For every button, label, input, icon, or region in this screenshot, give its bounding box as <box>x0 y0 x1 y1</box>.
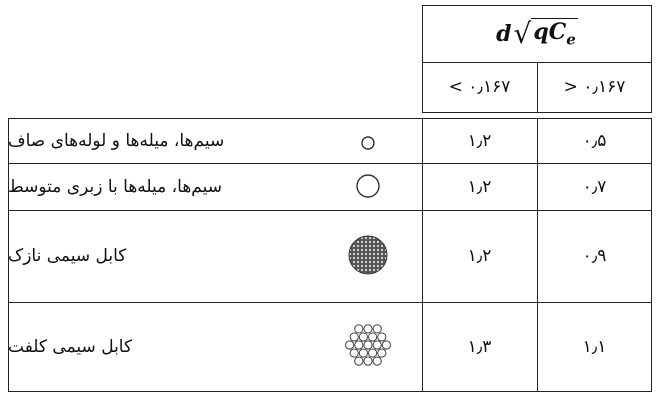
column-header: < ۰٫۱۶۷ <box>448 77 511 97</box>
strand <box>363 340 373 350</box>
strand <box>358 332 368 342</box>
row-divider <box>8 210 652 211</box>
formula: d √ qCe <box>422 5 652 62</box>
strand <box>349 348 359 358</box>
formula-d: d <box>496 20 512 47</box>
strand <box>372 356 382 366</box>
smooth-wire-icon <box>361 136 375 150</box>
fine-cable-icon <box>348 235 388 275</box>
row-divider <box>8 302 652 303</box>
strand <box>363 324 373 334</box>
row-label: کابل سیمی کلفت <box>8 337 133 357</box>
strand <box>368 348 378 358</box>
formula-radicand: qC <box>533 19 567 46</box>
strand <box>358 348 368 358</box>
column-divider <box>422 118 423 392</box>
value-cell: ۱٫۲ <box>467 246 492 266</box>
value-cell: ۱٫۳ <box>467 337 492 357</box>
column-divider <box>537 118 538 392</box>
formula-subscript: e <box>566 30 576 49</box>
strand <box>354 340 364 350</box>
strand <box>381 340 391 350</box>
row-label: سیم‌ها، میله‌ها و لوله‌های صاف <box>8 130 225 151</box>
value-cell: ۰٫۷ <box>582 176 607 197</box>
coarse-cable-icon <box>345 324 391 366</box>
strand <box>368 332 378 342</box>
sqrt-sign: √ <box>513 17 532 50</box>
rough-wire-icon <box>356 174 380 198</box>
strand <box>349 332 359 342</box>
row-divider <box>8 163 652 164</box>
value-cell: ۱٫۲ <box>467 176 492 197</box>
column-header: > ۰٫۱۶۷ <box>563 77 626 97</box>
strand <box>372 324 382 334</box>
strand <box>377 348 387 358</box>
header-column-divider <box>537 62 538 112</box>
value-cell: ۱٫۱ <box>582 337 607 357</box>
strand <box>345 340 355 350</box>
strand <box>377 332 387 342</box>
table-box <box>8 118 652 392</box>
value-cell: ۰٫۹ <box>582 246 607 266</box>
strand <box>363 356 373 366</box>
value-cell: ۰٫۵ <box>582 130 607 151</box>
row-label: سیم‌ها، میله‌ها با زبری متوسط <box>8 176 222 197</box>
value-cell: ۱٫۲ <box>467 130 492 151</box>
strand <box>354 324 364 334</box>
radicand: qCe <box>531 18 578 49</box>
strand <box>354 356 364 366</box>
strand <box>372 340 382 350</box>
header-box <box>422 5 652 113</box>
row-label: کابل سیمی نازک <box>8 246 127 266</box>
